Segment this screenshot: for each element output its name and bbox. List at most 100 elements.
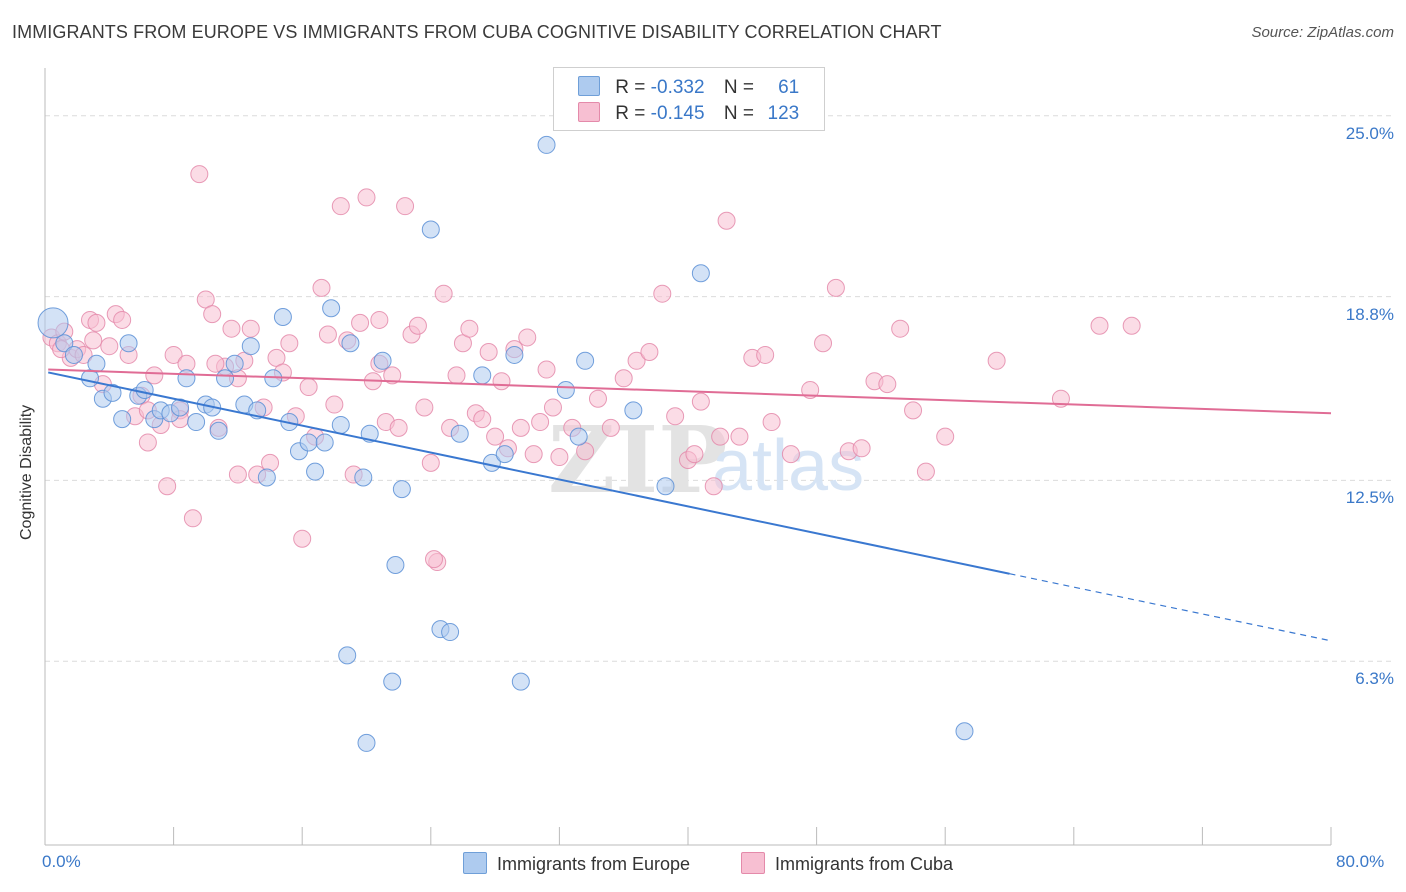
europe-point <box>241 337 260 356</box>
europe-point <box>473 366 492 385</box>
cuba-point <box>164 345 183 364</box>
cuba-point <box>325 395 344 414</box>
cuba-point <box>145 366 164 385</box>
cuba-point <box>691 392 710 411</box>
series-europe-points <box>37 135 974 752</box>
europe-point <box>135 380 154 399</box>
cuba-point <box>987 351 1006 370</box>
cuba-point <box>261 453 280 472</box>
bottom-legend-swatch-cuba <box>741 852 765 874</box>
legend-n-value-cuba: 123 <box>767 103 800 124</box>
cuba-point <box>206 354 225 373</box>
cuba-point <box>190 165 209 184</box>
cuba-point <box>936 427 955 446</box>
cuba-point <box>1090 316 1109 335</box>
europe-point <box>171 398 190 417</box>
cuba-point <box>396 197 415 216</box>
trend-line-europe <box>48 371 1010 575</box>
europe-point <box>373 351 392 370</box>
cuba-point <box>1122 316 1141 335</box>
cuba-point <box>331 197 350 216</box>
cuba-point <box>717 211 736 230</box>
cuba-point <box>460 319 479 338</box>
cuba-point <box>280 334 299 353</box>
cuba-point <box>351 313 370 332</box>
bottom-legend-label-cuba: Immigrants from Cuba <box>775 854 954 874</box>
cuba-point <box>486 427 505 446</box>
cuba-point <box>421 453 440 472</box>
cuba-point <box>891 319 910 338</box>
cuba-point <box>293 529 312 548</box>
europe-point <box>421 220 440 239</box>
cuba-point <box>640 343 659 362</box>
grid-lines <box>45 115 1392 662</box>
cuba-point <box>601 418 620 437</box>
cuba-point <box>588 389 607 408</box>
cuba-point <box>627 351 646 370</box>
bottom-legend-europe: Immigrants from Europe <box>463 852 690 875</box>
cuba-point <box>318 325 337 344</box>
trend-lines <box>48 368 1332 642</box>
europe-point <box>341 334 360 353</box>
europe-point <box>209 421 228 440</box>
x-tick-label-max: 80.0% <box>1336 852 1385 871</box>
legend-row-cuba: R = -0.145 N = 123 <box>578 102 799 126</box>
europe-point <box>576 351 595 370</box>
y-tick-label: 12.5% <box>1345 488 1394 508</box>
bottom-legend-label-europe: Immigrants from Europe <box>497 854 691 874</box>
cuba-point <box>653 284 672 303</box>
cuba-point <box>826 278 845 297</box>
cuba-point <box>730 427 749 446</box>
legend-n-label: N = <box>723 103 754 124</box>
bottom-legend-cuba: Immigrants from Cuba <box>741 852 953 875</box>
europe-point <box>338 646 357 665</box>
cuba-point <box>685 445 704 464</box>
cuba-point <box>383 366 402 385</box>
cuba-point <box>614 369 633 388</box>
legend-row-europe: R = -0.332 N = 61 <box>578 76 799 100</box>
europe-point <box>187 413 206 432</box>
cuba-point <box>357 188 376 207</box>
legend-r-value-europe: -0.332 <box>650 77 705 98</box>
cuba-point <box>479 343 498 362</box>
cuba-point <box>203 305 222 324</box>
cuba-point <box>852 439 871 458</box>
europe-point <box>37 307 69 339</box>
cuba-point <box>241 319 260 338</box>
cuba-point <box>756 345 775 364</box>
cuba-point <box>762 413 781 432</box>
europe-point <box>505 345 524 364</box>
cuba-point <box>916 462 935 481</box>
europe-point <box>955 722 974 741</box>
cuba-point <box>100 337 119 356</box>
cuba-point <box>87 313 106 332</box>
cuba-point <box>447 366 466 385</box>
legend-n-value-europe: 61 <box>778 77 800 98</box>
cuba-point <box>158 477 177 496</box>
cuba-point <box>537 360 556 379</box>
watermark: ZIP atlas <box>548 406 864 514</box>
cuba-point <box>492 372 511 391</box>
cuba-point <box>389 418 408 437</box>
cuba-point <box>473 410 492 429</box>
europe-point <box>386 555 405 574</box>
axes <box>44 68 1332 846</box>
europe-point <box>273 308 292 327</box>
chart-title: IMMIGRANTS FROM EUROPE VS IMMIGRANTS FRO… <box>12 22 942 42</box>
trend-line-cuba <box>48 368 1332 415</box>
europe-point <box>383 672 402 691</box>
europe-point <box>511 672 530 691</box>
cuba-point <box>222 319 241 338</box>
europe-point <box>113 410 132 429</box>
cuba-point <box>408 316 427 335</box>
europe-point <box>64 345 83 364</box>
europe-point <box>315 433 334 452</box>
cuba-point <box>312 278 331 297</box>
cuba-point <box>138 433 157 452</box>
y-tick-label: 18.8% <box>1345 304 1394 324</box>
cuba-point <box>299 378 318 397</box>
legend-n-label: N = <box>723 77 754 98</box>
europe-point <box>87 354 106 373</box>
europe-point <box>450 424 469 443</box>
europe-point <box>495 445 514 464</box>
